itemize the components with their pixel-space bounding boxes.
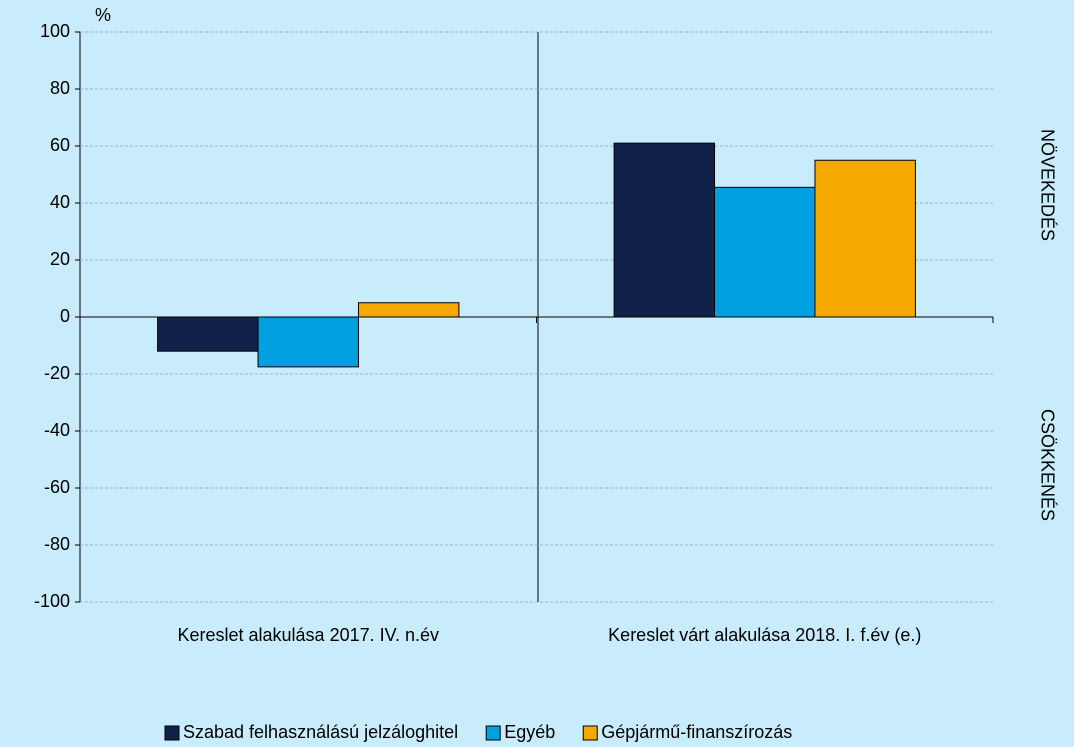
legend-swatch (164, 725, 180, 741)
legend-label: Gépjármű-finanszírozás (601, 722, 792, 742)
bar (613, 142, 716, 318)
bar (157, 316, 259, 352)
y-tick-label: -100 (34, 591, 70, 611)
y-axis-label: % (95, 5, 111, 25)
x-tick-label: Kereslet várt alakulása 2018. I. f.év (e… (608, 625, 921, 645)
y-tick-label: -80 (44, 534, 70, 554)
bar (714, 186, 816, 318)
annotation: CSÖKKENÉS (1037, 409, 1057, 521)
y-tick-label: 60 (50, 135, 70, 155)
bar (814, 159, 916, 318)
annotation: NÖVEKEDÉS (1037, 129, 1057, 241)
legend-swatch (485, 725, 501, 741)
y-tick-label: -20 (44, 363, 70, 383)
legend-swatch (582, 725, 598, 741)
y-tick-label: -40 (44, 420, 70, 440)
y-tick-label: 100 (40, 21, 70, 41)
x-tick-label: Kereslet alakulása 2017. IV. n.év (177, 625, 439, 645)
legend-label: Szabad felhasználású jelzáloghitel (183, 722, 458, 742)
y-tick-label: 40 (50, 192, 70, 212)
bar (257, 316, 359, 368)
legend-label: Egyéb (504, 722, 555, 742)
y-tick-label: -60 (44, 477, 70, 497)
y-tick-label: 80 (50, 78, 70, 98)
bar (357, 302, 460, 318)
y-tick-label: 0 (60, 306, 70, 326)
y-tick-label: 20 (50, 249, 70, 269)
